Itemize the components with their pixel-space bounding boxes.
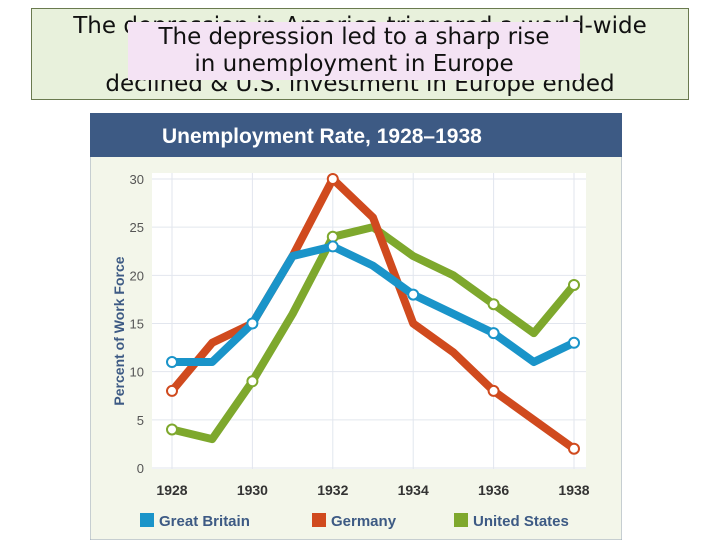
overlay-callout: The depression led to a sharp rise in un…: [128, 22, 580, 80]
x-tick-1930: 1930: [237, 482, 268, 498]
y-tick-0: 0: [137, 461, 144, 476]
series-lines: [166, 173, 580, 455]
point-germany-1928: [166, 384, 178, 397]
chart-svg: Unemployment Rate, 1928–1938 Percent of …: [89, 112, 623, 541]
legend-label-great-britain: Great Britain: [159, 513, 250, 530]
y-tick-labels: 0 5 10 15 20 25 30: [130, 172, 144, 476]
legend-swatch-germany: [312, 513, 326, 527]
x-tick-1932: 1932: [317, 482, 348, 498]
x-tick-1936: 1936: [478, 482, 509, 498]
x-tick-1934: 1934: [398, 482, 429, 498]
point-united-states-1928: [166, 423, 178, 436]
point-great-britain-1930: [246, 317, 259, 330]
legend-label-united-states: United States: [473, 513, 569, 530]
x-tick-labels: 1928 1930 1932 1934 1936 1938: [156, 482, 589, 498]
legend-swatch-united-states: [454, 513, 468, 527]
y-axis-label: Percent of Work Force: [111, 256, 127, 405]
y-tick-30: 30: [130, 172, 144, 187]
chart-title: Unemployment Rate, 1928–1938: [162, 125, 482, 148]
point-great-britain-1928: [166, 356, 178, 369]
point-united-states-1932: [326, 230, 339, 243]
y-tick-25: 25: [130, 220, 144, 235]
legend-swatch-great-britain: [140, 513, 154, 527]
x-tick-1928: 1928: [156, 482, 187, 498]
point-great-britain-1936: [487, 327, 500, 340]
point-great-britain-1938: [568, 336, 580, 349]
overlay-line-1: The depression led to a sharp rise: [158, 24, 550, 50]
y-tick-10: 10: [130, 365, 144, 380]
series-line-germany: [168, 175, 578, 453]
point-germany-1936: [487, 384, 500, 397]
chart-title-bar: [90, 113, 622, 157]
y-tick-20: 20: [130, 268, 144, 283]
overlay-line-2: in unemployment in Europe: [194, 51, 514, 77]
point-united-states-1938: [568, 278, 580, 291]
y-tick-5: 5: [137, 413, 144, 428]
unemployment-chart: Unemployment Rate, 1928–1938 Percent of …: [89, 112, 623, 541]
x-tick-1938: 1938: [558, 482, 589, 498]
point-germany-1938: [568, 442, 580, 455]
series-line-great-britain: [168, 242, 578, 367]
point-united-states-1930: [246, 375, 259, 388]
point-germany-1932: [326, 173, 339, 185]
y-tick-15: 15: [130, 317, 144, 332]
legend-label-germany: Germany: [331, 513, 397, 530]
point-united-states-1936: [487, 298, 500, 311]
point-great-britain-1932: [326, 240, 339, 253]
legend: Great Britain Germany United States: [140, 513, 569, 530]
point-great-britain-1934: [407, 288, 420, 301]
